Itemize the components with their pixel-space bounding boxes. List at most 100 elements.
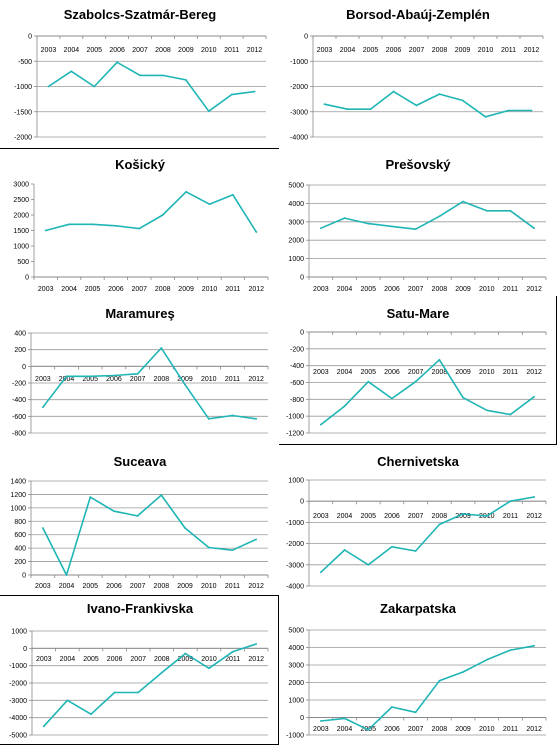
x-tick-label-3-2: 2005 <box>85 286 101 293</box>
y-tick-label-1-4: -2000 <box>14 135 32 142</box>
chart-title-7: Suceava <box>114 454 168 469</box>
x-tick-label-5-8: 2011 <box>225 376 240 383</box>
data-point-10-0 <box>319 720 322 722</box>
data-point-8-2 <box>367 563 370 566</box>
y-tick-label-8-3: -2000 <box>286 541 304 548</box>
x-tick-label-10-6: 2009 <box>455 726 471 733</box>
data-point-8-4 <box>414 550 417 552</box>
y-tick-label-8-5: -4000 <box>286 584 304 591</box>
x-tick-label-9-7: 2010 <box>201 656 217 663</box>
x-tick-label-7-4: 2007 <box>130 583 146 590</box>
data-point-7-8 <box>231 549 234 552</box>
data-point-3-8 <box>232 193 234 196</box>
x-tick-label-1-0: 2003 <box>41 47 57 54</box>
chart-title-6: Satu-Mare <box>387 306 450 321</box>
x-tick-label-8-0: 2003 <box>313 513 329 520</box>
y-tick-label-2-3: -3000 <box>290 109 308 116</box>
y-tick-label-10-5: 0 <box>300 715 304 722</box>
data-point-10-4 <box>414 711 417 714</box>
series-line-2 <box>324 90 532 118</box>
y-tick-label-3-5: 2500 <box>13 197 29 204</box>
data-point-4-9 <box>533 227 536 230</box>
x-tick-label-6-3: 2006 <box>384 369 400 376</box>
x-tick-label-5-9: 2012 <box>248 376 264 383</box>
chart-title-10: Zakarpatska <box>380 601 457 616</box>
y-tick-label-6-5: -1000 <box>286 414 304 421</box>
y-tick-label-7-2: 400 <box>14 546 26 553</box>
data-point-5-2 <box>89 375 92 378</box>
data-point-5-5 <box>160 347 163 349</box>
data-point-10-3 <box>391 706 393 708</box>
data-point-3-3 <box>115 224 117 227</box>
series-line-3 <box>45 191 257 233</box>
frame-divider-vertical-left <box>278 595 279 745</box>
chart-title-3: Košický <box>115 157 166 172</box>
x-tick-label-6-7: 2010 <box>479 369 495 376</box>
x-tick-label-10-3: 2006 <box>384 726 400 733</box>
series-line-4 <box>320 200 535 230</box>
data-point-6-0 <box>319 423 322 426</box>
x-tick-label-8-1: 2004 <box>337 513 353 520</box>
y-tick-label-10-2: 3000 <box>288 663 304 670</box>
y-tick-label-3-0: 0 <box>25 275 29 282</box>
x-tick-label-1-6: 2009 <box>178 47 194 54</box>
data-point-9-3 <box>113 691 116 694</box>
chart-title-9: Ivano-Frankivska <box>87 601 194 616</box>
data-point-4-4 <box>414 228 417 231</box>
y-tick-label-4-4: 4000 <box>288 201 304 208</box>
data-point-1-4 <box>139 74 141 77</box>
data-point-8-0 <box>319 571 322 574</box>
data-point-2-7 <box>484 115 487 118</box>
x-tick-label-8-3: 2006 <box>384 513 400 520</box>
data-point-4-1 <box>343 217 346 220</box>
data-point-5-6 <box>184 383 186 386</box>
y-tick-label-7-7: 1400 <box>10 479 26 486</box>
y-tick-label-3-3: 1500 <box>13 228 29 235</box>
y-tick-label-2-1: -1000 <box>290 59 308 66</box>
data-point-9-7 <box>208 667 210 670</box>
x-tick-label-9-9: 2012 <box>248 656 264 663</box>
data-point-1-8 <box>230 93 233 96</box>
x-tick-label-9-8: 2011 <box>225 656 240 663</box>
x-tick-label-3-9: 2012 <box>249 286 265 293</box>
data-point-9-4 <box>137 691 140 694</box>
y-tick-label-9-4: -3000 <box>9 698 27 705</box>
x-tick-label-10-4: 2007 <box>408 726 424 733</box>
data-point-5-3 <box>113 374 115 377</box>
series-line-10 <box>320 645 535 731</box>
data-point-10-2 <box>367 728 370 731</box>
y-tick-label-5-1: 200 <box>14 347 26 354</box>
x-tick-label-7-0: 2003 <box>35 583 51 590</box>
x-tick-label-6-2: 2005 <box>360 369 376 376</box>
y-tick-label-8-1: 0 <box>300 499 304 506</box>
data-point-10-9 <box>533 644 536 647</box>
data-point-3-4 <box>138 227 141 230</box>
x-tick-label-1-5: 2008 <box>155 47 171 54</box>
y-tick-label-4-2: 2000 <box>288 238 304 245</box>
data-point-10-7 <box>485 658 488 661</box>
data-point-3-6 <box>185 190 188 193</box>
data-point-2-0 <box>323 103 326 106</box>
x-tick-label-5-4: 2007 <box>130 376 146 383</box>
data-point-7-6 <box>184 527 186 529</box>
data-point-2-4 <box>415 104 418 107</box>
data-point-7-7 <box>207 546 210 549</box>
data-point-1-3 <box>116 61 119 64</box>
x-tick-label-8-8: 2011 <box>503 513 518 520</box>
data-point-6-8 <box>509 413 512 416</box>
data-point-1-5 <box>162 74 164 77</box>
chart-title-8: Chernivetska <box>377 454 459 469</box>
data-point-1-0 <box>47 85 50 88</box>
frame-divider-row2-left <box>0 148 279 149</box>
data-point-6-9 <box>533 395 536 398</box>
data-point-5-7 <box>207 417 210 420</box>
data-point-7-1 <box>65 574 68 576</box>
y-tick-label-6-6: -1200 <box>286 431 304 438</box>
data-point-7-2 <box>89 496 92 499</box>
frame-divider-row3-right <box>279 444 557 445</box>
data-point-7-3 <box>113 510 115 513</box>
x-tick-label-5-0: 2003 <box>35 376 51 383</box>
x-tick-label-5-5: 2008 <box>154 376 170 383</box>
series-line-5 <box>42 347 257 420</box>
data-point-9-6 <box>184 652 187 655</box>
